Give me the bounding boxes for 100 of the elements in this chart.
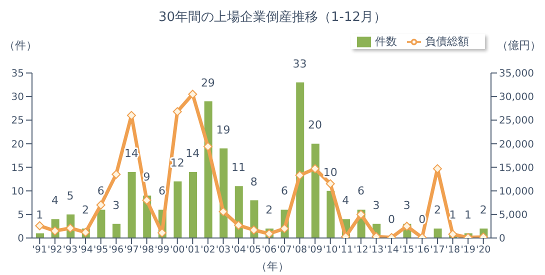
x-tick-label: '08	[292, 244, 308, 256]
bar	[128, 172, 136, 238]
x-tick-label: '95	[94, 244, 108, 256]
point	[142, 196, 152, 205]
x-tick-label: '16	[414, 244, 430, 256]
y-tick-label: 10	[11, 186, 24, 198]
y2-tick-label: 0	[499, 234, 506, 245]
data-label: 2	[266, 204, 273, 217]
y-axis-title: （件）	[4, 38, 37, 53]
point	[249, 225, 258, 234]
point	[96, 200, 106, 210]
data-label: 2	[480, 204, 487, 217]
point	[35, 221, 44, 230]
data-label: 29	[200, 76, 215, 90]
point	[50, 226, 60, 236]
y2-tick-label: 20,000	[499, 139, 534, 150]
x-tick-label: '01	[185, 244, 200, 256]
point	[234, 220, 244, 230]
point	[326, 179, 335, 188]
data-label: 1	[36, 208, 44, 222]
x-tick-label: '05	[246, 244, 262, 256]
x-tick-label: '03	[216, 244, 231, 256]
x-tick-label: '20	[476, 244, 491, 256]
y2-axis-title: （億円）	[497, 38, 541, 53]
y-tick-label: 15	[11, 162, 24, 174]
x-tick-label: '13	[368, 244, 384, 256]
x-tick-label: '07	[277, 244, 292, 256]
x-tick-label: '12	[354, 244, 368, 256]
x-tick-label: '04	[231, 244, 246, 256]
x-axis-title: （年）	[255, 259, 290, 274]
x-tick-label: '06	[262, 244, 276, 256]
data-label: 33	[292, 57, 307, 70]
y-tick-label: 25	[11, 116, 24, 127]
data-label: 0	[388, 213, 396, 226]
data-label: 6	[97, 184, 104, 198]
x-tick-label: '93	[62, 244, 78, 256]
chart-title: 30年間の上場企業倒産推移（1-12月）	[157, 9, 388, 26]
data-label: 3	[372, 198, 380, 212]
x-tick-label: '91	[32, 244, 47, 256]
y2-tick-label: 30,000	[499, 92, 534, 104]
bar	[434, 228, 442, 238]
y-tick-label: 30	[11, 92, 24, 104]
point	[356, 210, 366, 219]
x-tick-label: '18	[445, 244, 460, 256]
data-label: 1	[449, 208, 456, 222]
bar	[326, 190, 335, 238]
y2-tick-label: 35,000	[499, 68, 534, 80]
data-label: 0	[418, 213, 426, 226]
y2-tick-label: 25,000	[499, 116, 534, 127]
point	[448, 230, 458, 238]
data-label: 3	[403, 198, 410, 212]
bar	[112, 224, 120, 238]
point	[126, 110, 136, 120]
point	[310, 164, 320, 174]
y-tick-label: 35	[11, 68, 24, 80]
point	[203, 142, 212, 152]
data-label: 3	[112, 198, 120, 212]
point	[172, 107, 182, 116]
data-label: 14	[186, 147, 200, 160]
point	[188, 90, 198, 99]
data-label: 6	[357, 184, 364, 198]
x-tick-label: '19	[460, 244, 476, 256]
legend-label: 負債総額	[425, 35, 469, 48]
bar	[189, 172, 197, 238]
point	[402, 222, 412, 231]
data-label: 20	[308, 118, 322, 132]
data-label: 6	[280, 184, 288, 198]
data-label: 4	[51, 194, 58, 208]
data-label: 8	[250, 175, 258, 188]
x-tick-label: '00	[170, 244, 185, 256]
point	[66, 224, 75, 233]
x-tick-label: '99	[154, 244, 170, 256]
point	[218, 207, 228, 216]
x-tick-label: '10	[323, 244, 338, 256]
bar	[97, 210, 106, 238]
data-label: 2	[82, 204, 90, 217]
x-tick-label: '14	[384, 244, 399, 256]
y2-tick-label: 10,000	[499, 186, 534, 198]
x-tick-label: '17	[430, 244, 445, 256]
x-tick-label: '11	[338, 244, 353, 256]
data-label: 2	[434, 204, 441, 217]
y-tick-label: 5	[18, 210, 24, 221]
point	[280, 224, 289, 234]
data-label: 11	[232, 161, 246, 174]
point	[112, 170, 121, 179]
x-tick-label: '02	[200, 244, 216, 256]
y2-tick-label: 5,000	[499, 210, 528, 221]
data-label: 1	[464, 208, 472, 222]
point	[295, 170, 304, 180]
data-label: 10	[323, 166, 338, 179]
bar	[311, 144, 320, 238]
data-label: 19	[216, 123, 230, 136]
data-label: 9	[143, 170, 150, 184]
data-label: 4	[342, 194, 350, 208]
legend-label: 件数	[375, 35, 397, 48]
x-tick-label: '98	[139, 244, 154, 256]
x-tick-label: '15	[400, 244, 414, 256]
x-tick-label: '94	[78, 244, 93, 256]
x-tick-label: '92	[48, 244, 62, 256]
y-tick-label: 20	[11, 139, 24, 150]
